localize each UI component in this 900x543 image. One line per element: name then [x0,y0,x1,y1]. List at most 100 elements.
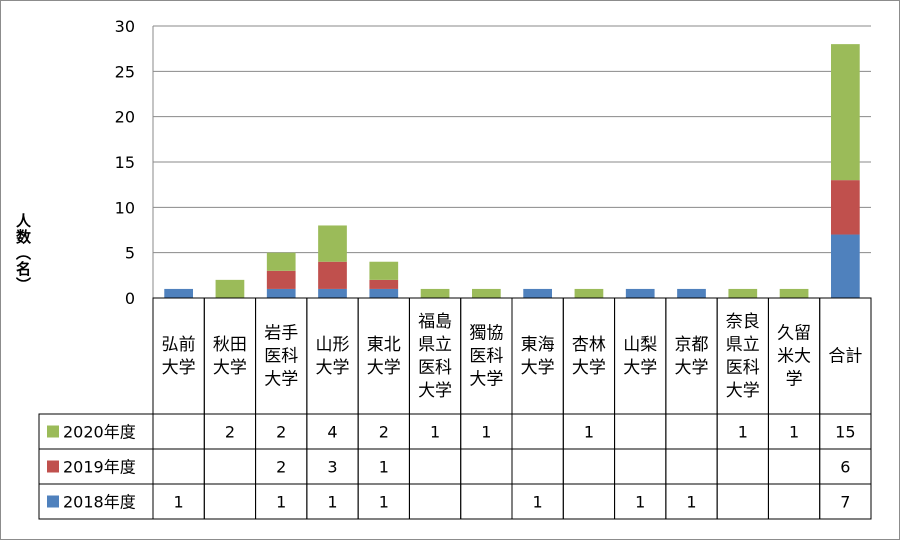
category-label: 大学 [572,358,606,378]
category-label: 学 [786,370,803,390]
bar-segment [574,288,604,298]
category-cell [152,297,205,415]
category-label: 大学 [726,381,760,401]
category-label: 県立 [418,335,452,355]
category-label: 医科 [264,347,298,367]
data-label: 1 [327,493,337,512]
bar-segment [318,288,347,298]
data-label: 1 [584,423,594,442]
category-label: 福島 [418,312,452,332]
value-cell [614,448,667,485]
legend-swatch [47,495,59,508]
category-label: 杏林 [572,335,606,355]
value-cell [203,483,257,520]
data-label: 1 [789,423,799,442]
bar-segment [318,225,347,262]
value-cell [511,413,564,450]
data-label: 1 [481,423,491,442]
legend-label: 2020年度 [63,423,136,442]
bar-segment [318,261,347,289]
bar-segment [625,288,655,298]
data-table: 弘前大学秋田大学岩手医科大学山形大学東北大学福島県立医科大学獨協医科大学東海大学… [38,297,872,520]
value-cell [767,483,821,520]
value-cell [408,448,462,485]
data-label: 1 [635,493,645,512]
category-label: 東北 [367,335,401,355]
category-cell [511,297,564,415]
category-cell [203,297,257,415]
y-tick-label: 30 [115,17,135,36]
y-tick-label: 0 [125,289,135,308]
data-label: 3 [327,458,337,477]
bar-segment [266,270,296,289]
category-label: 東海 [521,335,555,355]
category-label: 獨協 [469,324,503,344]
gridlines [152,25,871,298]
category-label: 大学 [675,358,709,378]
y-tick-label: 15 [115,153,135,172]
data-label: 1 [379,493,389,512]
category-label: 岩手 [264,324,298,344]
data-label: 1 [174,493,184,512]
data-label: 1 [430,423,440,442]
category-cell [562,297,616,415]
value-cell [665,413,718,450]
legend-label: 2019年度 [63,458,136,477]
value-cell [614,413,667,450]
bar-segment [779,288,809,298]
data-label: 2 [225,423,235,442]
data-label: 1 [533,493,543,512]
category-label: 大学 [213,358,247,378]
y-tick-label: 10 [115,198,135,217]
value-cell [562,483,616,520]
y-tick-label: 20 [115,108,135,127]
legend-swatch [47,425,59,438]
bar-segment [420,288,450,298]
data-label: 1 [379,458,389,477]
category-label: 大学 [521,358,555,378]
value-cell [716,483,769,520]
category-label: 秋田 [213,335,247,355]
bar-segment [830,234,860,298]
category-label: 大学 [316,358,350,378]
data-label: 1 [686,493,696,512]
category-label: 大学 [367,358,401,378]
bar-segment [523,288,553,298]
bar-segment [830,44,860,181]
bar-segment [677,288,706,298]
value-cell [511,448,564,485]
legend-swatch [47,460,59,473]
value-cell [562,448,616,485]
category-label: 医科 [418,358,452,378]
category-label: 山形 [316,335,350,355]
category-label: 京都 [675,335,709,355]
category-cell [614,297,667,415]
value-cell [408,483,462,520]
category-label: 米大 [777,347,811,367]
bar-segment [369,288,399,298]
y-axis-ticks: 0 5 10 15 20 25 30 [115,17,135,308]
legend-label: 2018年度 [63,493,136,512]
value-cell [152,448,205,485]
y-axis-label: 人数（名） [14,213,32,293]
value-cell [665,448,718,485]
value-cell [152,413,205,450]
category-cell [306,297,359,415]
bars [164,44,860,298]
bar-segment [369,261,399,280]
y-tick-label: 5 [125,244,135,263]
bar-segment [266,252,296,271]
y-tick-label: 25 [115,62,135,81]
data-label: 15 [835,423,855,442]
value-cell [716,448,769,485]
data-label: 1 [276,493,286,512]
category-label: 合計 [828,347,862,367]
category-label: 山梨 [623,335,657,355]
category-label: 大学 [623,358,657,378]
category-label: 大学 [162,358,196,378]
bar-segment [164,288,194,298]
bar-segment [471,288,501,298]
value-cell [203,448,257,485]
